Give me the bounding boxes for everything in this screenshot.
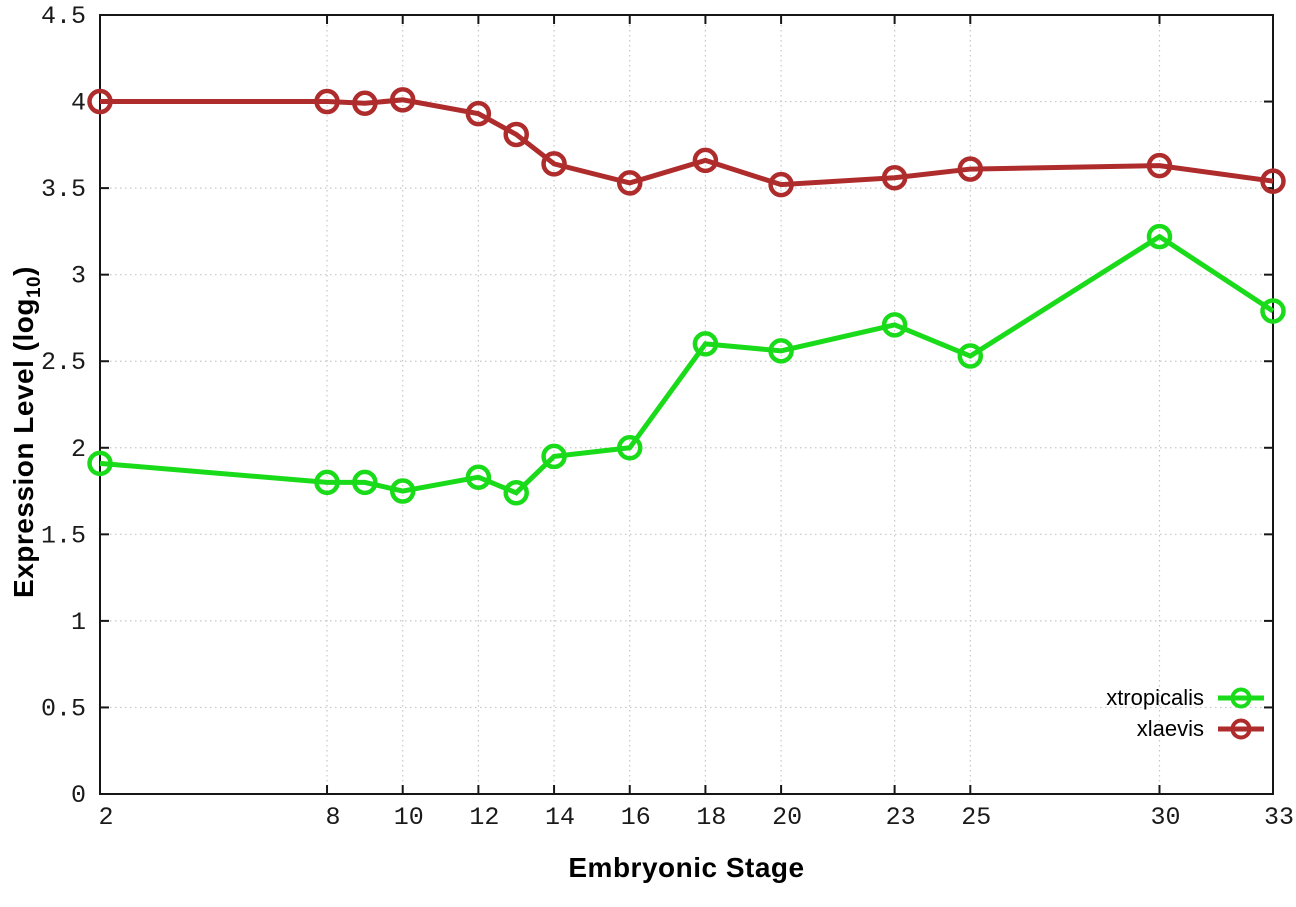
y-tick-label: 1.5 bbox=[41, 521, 86, 550]
data-point bbox=[1260, 168, 1286, 194]
legend-row: xtropicalis bbox=[1106, 684, 1264, 711]
x-tick-label: 2 bbox=[98, 803, 113, 832]
y-tick-label: 4 bbox=[71, 89, 86, 118]
data-point bbox=[957, 343, 984, 369]
y-tick-label: 3 bbox=[71, 262, 86, 291]
x-tick-label: 16 bbox=[621, 803, 651, 832]
data-point bbox=[352, 90, 378, 117]
x-tick-label: 25 bbox=[961, 803, 991, 832]
y-tick-label: 4.5 bbox=[41, 2, 86, 31]
data-point bbox=[881, 164, 908, 191]
legend-row: xlaevis bbox=[1106, 715, 1264, 742]
series-xtropicalis bbox=[87, 223, 1286, 506]
data-point bbox=[616, 170, 643, 196]
y-tick-label: 0.5 bbox=[41, 694, 86, 723]
plot-border bbox=[99, 14, 1274, 795]
data-point bbox=[1146, 152, 1173, 179]
legend-label-xtropicalis: xtropicalis bbox=[1106, 684, 1204, 710]
y-axis-title-subscript: 10 bbox=[24, 275, 45, 299]
y-axis-title-close: ) bbox=[8, 266, 39, 276]
data-point bbox=[616, 435, 643, 461]
x-tick-label: 30 bbox=[1150, 803, 1180, 832]
data-point bbox=[692, 147, 719, 174]
legend-circle-icon bbox=[1230, 718, 1252, 739]
x-tick-label: 14 bbox=[545, 803, 575, 832]
data-point bbox=[87, 88, 113, 115]
data-point bbox=[389, 87, 416, 113]
series-xlaevis bbox=[87, 87, 1286, 198]
y-tick-label: 1 bbox=[71, 608, 86, 637]
data-point bbox=[541, 151, 567, 177]
data-point bbox=[1260, 298, 1286, 324]
legend-marker-xlaevis bbox=[1218, 715, 1264, 742]
x-tick-label: 8 bbox=[326, 803, 341, 832]
x-tick-label: 33 bbox=[1264, 803, 1294, 832]
y-tick-label: 3.5 bbox=[41, 175, 86, 204]
x-tick-label: 12 bbox=[469, 803, 499, 832]
gridlines bbox=[100, 15, 1273, 794]
x-axis-tick-labels: 2 8 10 12 14 16 18 20 23 25 30 33 bbox=[98, 803, 1294, 832]
data-point bbox=[389, 478, 416, 504]
y-tick-label: 2.5 bbox=[41, 348, 86, 377]
data-point bbox=[465, 100, 492, 127]
x-tick-label: 10 bbox=[394, 803, 424, 832]
y-tick-label: 0 bbox=[71, 781, 86, 810]
data-point bbox=[957, 156, 984, 182]
y-axis-tick-labels: 0 0.5 1 1.5 2 2.5 3 3.5 4 4.5 bbox=[41, 2, 86, 810]
legend-circle-icon bbox=[1230, 687, 1252, 708]
x-tick-label: 23 bbox=[886, 803, 916, 832]
x-tick-label: 18 bbox=[696, 803, 726, 832]
data-point bbox=[768, 171, 794, 198]
x-axis-title: Embryonic Stage bbox=[568, 852, 805, 883]
data-point bbox=[314, 88, 340, 115]
tick-marks bbox=[99, 14, 1274, 795]
data-point bbox=[87, 450, 113, 477]
y-tick-label: 2 bbox=[71, 435, 86, 464]
legend: xtropicalis xlaevis bbox=[1106, 684, 1264, 742]
data-point bbox=[503, 480, 529, 506]
data-point bbox=[314, 469, 340, 496]
data-point bbox=[1146, 223, 1173, 250]
y-axis-title: Expression Level (log10) bbox=[8, 266, 46, 598]
data-point bbox=[465, 464, 492, 490]
series-line-xlaevis bbox=[100, 97, 1274, 188]
x-tick-label: 20 bbox=[772, 803, 802, 832]
data-point bbox=[352, 469, 378, 496]
legend-marker-xtropicalis bbox=[1218, 684, 1264, 711]
data-point bbox=[768, 338, 794, 364]
data-point bbox=[541, 443, 567, 470]
data-point bbox=[881, 312, 908, 338]
legend-label-xlaevis: xlaevis bbox=[1136, 715, 1204, 741]
y-axis-title-main: Expression Level (log bbox=[8, 298, 39, 598]
series-line-xtropicalis bbox=[99, 233, 1275, 496]
data-point bbox=[503, 121, 529, 148]
data-point bbox=[692, 331, 719, 357]
